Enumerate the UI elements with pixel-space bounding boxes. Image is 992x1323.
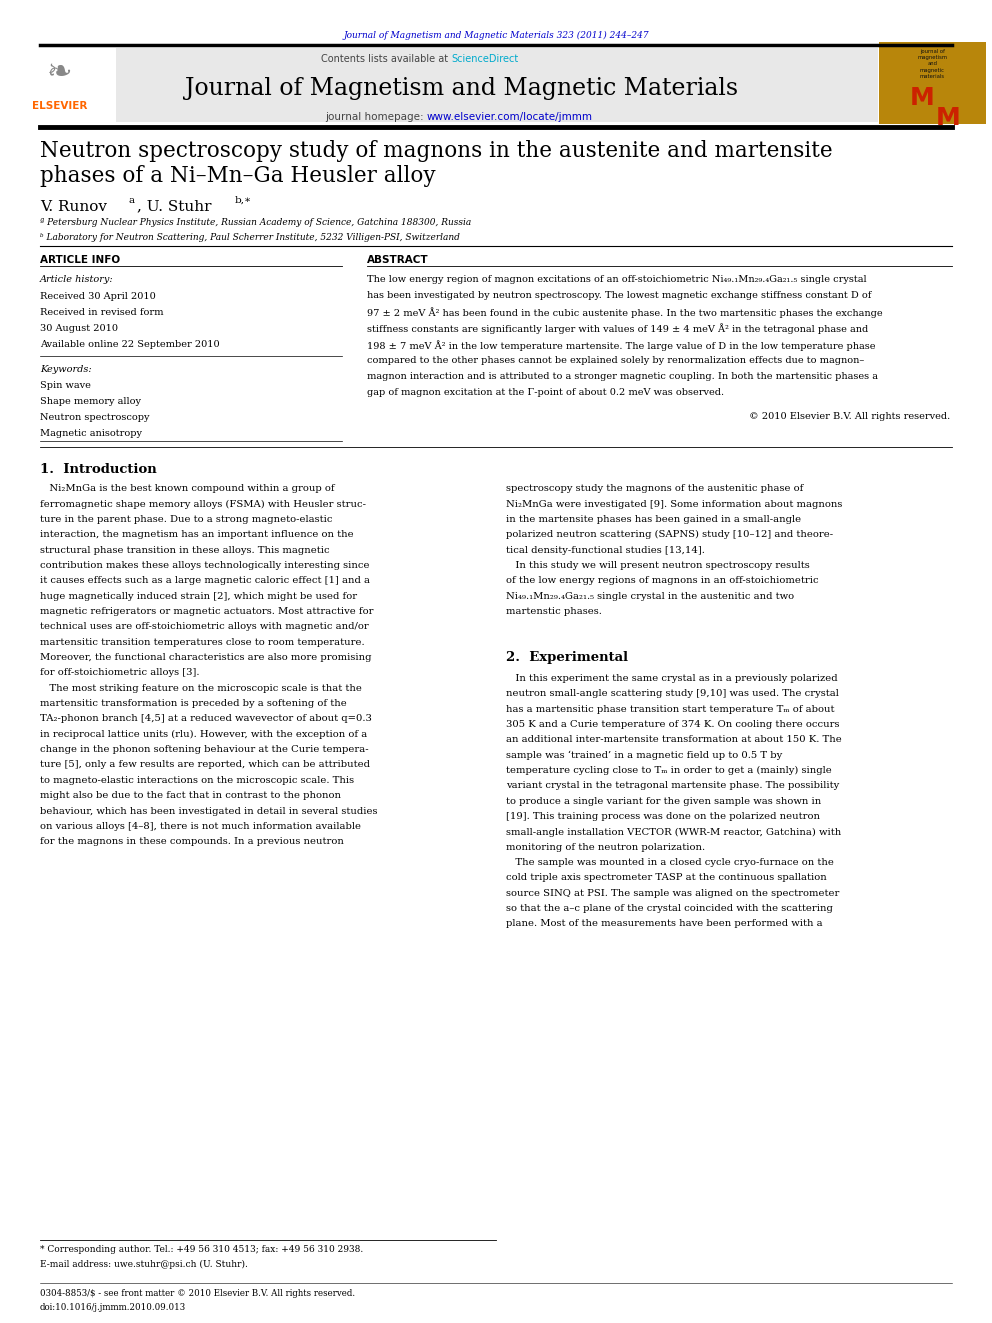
Text: Neutron spectroscopy study of magnons in the austenite and martensite: Neutron spectroscopy study of magnons in… [40, 140, 832, 163]
Text: phases of a Ni–Mn–Ga Heusler alloy: phases of a Ni–Mn–Ga Heusler alloy [40, 165, 435, 188]
Text: ABSTRACT: ABSTRACT [367, 255, 429, 266]
Text: it causes effects such as a large magnetic caloric effect [1] and a: it causes effects such as a large magnet… [40, 577, 370, 585]
Text: 97 ± 2 meV Å² has been found in the cubic austenite phase. In the two martensiti: 97 ± 2 meV Å² has been found in the cubi… [367, 307, 883, 319]
Text: martensitic transition temperatures close to room temperature.: martensitic transition temperatures clos… [40, 638, 364, 647]
Text: , U. Stuhr: , U. Stuhr [137, 200, 211, 214]
Text: 0304-8853/$ - see front matter © 2010 Elsevier B.V. All rights reserved.: 0304-8853/$ - see front matter © 2010 El… [40, 1289, 355, 1298]
Text: for off-stoichiometric alloys [3].: for off-stoichiometric alloys [3]. [40, 668, 199, 677]
Text: Neutron spectroscopy: Neutron spectroscopy [40, 413, 149, 422]
Text: ELSEVIER: ELSEVIER [32, 101, 87, 111]
Text: source SINQ at PSI. The sample was aligned on the spectrometer: source SINQ at PSI. The sample was align… [506, 889, 839, 898]
Text: Shape memory alloy: Shape memory alloy [40, 397, 141, 406]
Text: technical uses are off-stoichiometric alloys with magnetic and/or: technical uses are off-stoichiometric al… [40, 622, 368, 631]
Text: polarized neutron scattering (SAPNS) study [10–12] and theore-: polarized neutron scattering (SAPNS) stu… [506, 531, 833, 540]
Text: 1.  Introduction: 1. Introduction [40, 463, 157, 476]
Text: E-mail address: uwe.stuhr@psi.ch (U. Stuhr).: E-mail address: uwe.stuhr@psi.ch (U. Stu… [40, 1259, 248, 1269]
Text: neutron small-angle scattering study [9,10] was used. The crystal: neutron small-angle scattering study [9,… [506, 689, 839, 699]
Text: small-angle installation VECTOR (WWR-M reactor, Gatchina) with: small-angle installation VECTOR (WWR-M r… [506, 827, 841, 836]
Text: Moreover, the functional characteristics are also more promising: Moreover, the functional characteristics… [40, 654, 371, 662]
Text: journal of
magnetism
and
magnetic
materials: journal of magnetism and magnetic materi… [918, 49, 947, 79]
Text: interaction, the magnetism has an important influence on the: interaction, the magnetism has an import… [40, 531, 353, 540]
Text: tical density-functional studies [13,14].: tical density-functional studies [13,14]… [506, 545, 704, 554]
Text: change in the phonon softening behaviour at the Curie tempera-: change in the phonon softening behaviour… [40, 745, 368, 754]
Text: a: a [129, 196, 135, 205]
Text: magnetic refrigerators or magnetic actuators. Most attractive for: magnetic refrigerators or magnetic actua… [40, 607, 373, 617]
Text: Keywords:: Keywords: [40, 365, 91, 374]
FancyBboxPatch shape [5, 45, 116, 122]
Text: Received in revised form: Received in revised form [40, 308, 163, 318]
FancyBboxPatch shape [114, 48, 878, 122]
Text: cold triple axis spectrometer TASP at the continuous spallation: cold triple axis spectrometer TASP at th… [506, 873, 826, 882]
Text: martensitic transformation is preceded by a softening of the: martensitic transformation is preceded b… [40, 699, 346, 708]
Text: Spin wave: Spin wave [40, 381, 90, 390]
Text: b,∗: b,∗ [235, 196, 252, 205]
Text: ture [5], only a few results are reported, which can be attributed: ture [5], only a few results are reporte… [40, 761, 370, 770]
Text: The most striking feature on the microscopic scale is that the: The most striking feature on the microsc… [40, 684, 361, 693]
Text: ferromagnetic shape memory alloys (FSMA) with Heusler struc-: ferromagnetic shape memory alloys (FSMA)… [40, 500, 366, 508]
Text: 30 August 2010: 30 August 2010 [40, 324, 118, 333]
Text: gap of magnon excitation at the Γ-point of about 0.2 meV was observed.: gap of magnon excitation at the Γ-point … [367, 388, 724, 397]
Text: 2.  Experimental: 2. Experimental [506, 651, 628, 664]
FancyBboxPatch shape [879, 42, 986, 124]
Text: Contents lists available at: Contents lists available at [321, 54, 451, 65]
Text: Journal of Magnetism and Magnetic Materials 323 (2011) 244–247: Journal of Magnetism and Magnetic Materi… [343, 30, 649, 40]
Text: In this study we will present neutron spectroscopy results: In this study we will present neutron sp… [506, 561, 809, 570]
Text: M: M [936, 106, 960, 130]
Text: stiffness constants are significantly larger with values of 149 ± 4 meV Å² in th: stiffness constants are significantly la… [367, 324, 868, 335]
Text: Ni₂MnGa is the best known compound within a group of: Ni₂MnGa is the best known compound withi… [40, 484, 334, 493]
Text: has a martensitic phase transition start temperature Tₘ of about: has a martensitic phase transition start… [506, 705, 834, 713]
Text: Received 30 April 2010: Received 30 April 2010 [40, 292, 156, 302]
Text: might also be due to the fact that in contrast to the phonon: might also be due to the fact that in co… [40, 791, 340, 800]
Text: ª Petersburg Nuclear Physics Institute, Russian Academy of Science, Gatchina 188: ª Petersburg Nuclear Physics Institute, … [40, 218, 471, 228]
Text: plane. Most of the measurements have been performed with a: plane. Most of the measurements have bee… [506, 919, 822, 929]
Text: has been investigated by neutron spectroscopy. The lowest magnetic exchange stif: has been investigated by neutron spectro… [367, 291, 871, 300]
Text: The low energy region of magnon excitations of an off-stoichiometric Ni₄₉.₁Mn₂₉.: The low energy region of magnon excitati… [367, 275, 867, 284]
Text: Ni₂MnGa were investigated [9]. Some information about magnons: Ni₂MnGa were investigated [9]. Some info… [506, 500, 842, 508]
Text: ScienceDirect: ScienceDirect [451, 54, 519, 65]
Text: 198 ± 7 meV Å² in the low temperature martensite. The large value of D in the lo: 198 ± 7 meV Å² in the low temperature ma… [367, 340, 876, 351]
Text: an additional inter-martensite transformation at about 150 K. The: an additional inter-martensite transform… [506, 736, 841, 745]
Text: ❧: ❧ [47, 58, 72, 87]
Text: © 2010 Elsevier B.V. All rights reserved.: © 2010 Elsevier B.V. All rights reserved… [749, 413, 950, 421]
Text: Journal of Magnetism and Magnetic Materials: Journal of Magnetism and Magnetic Materi… [185, 77, 738, 99]
Text: huge magnetically induced strain [2], which might be used for: huge magnetically induced strain [2], wh… [40, 591, 357, 601]
Text: magnon interaction and is attributed to a stronger magnetic coupling. In both th: magnon interaction and is attributed to … [367, 372, 878, 381]
Text: V. Runov: V. Runov [40, 200, 107, 214]
Text: on various alloys [4–8], there is not much information available: on various alloys [4–8], there is not mu… [40, 822, 361, 831]
Text: journal homepage:: journal homepage: [324, 112, 427, 123]
Text: Ni₄₉.₁Mn₂₉.₄Ga₂₁.₅ single crystal in the austenitic and two: Ni₄₉.₁Mn₂₉.₄Ga₂₁.₅ single crystal in the… [506, 591, 794, 601]
Text: In this experiment the same crystal as in a previously polarized: In this experiment the same crystal as i… [506, 673, 837, 683]
Text: in the martensite phases has been gained in a small-angle: in the martensite phases has been gained… [506, 515, 802, 524]
Text: Magnetic anisotropy: Magnetic anisotropy [40, 429, 142, 438]
Text: so that the a–c plane of the crystal coincided with the scattering: so that the a–c plane of the crystal coi… [506, 904, 833, 913]
Text: M: M [911, 86, 934, 110]
Text: in reciprocal lattice units (rlu). However, with the exception of a: in reciprocal lattice units (rlu). Howev… [40, 730, 367, 738]
Text: of the low energy regions of magnons in an off-stoichiometric: of the low energy regions of magnons in … [506, 577, 818, 585]
Text: for the magnons in these compounds. In a previous neutron: for the magnons in these compounds. In a… [40, 837, 343, 847]
Text: spectroscopy study the magnons of the austenitic phase of: spectroscopy study the magnons of the au… [506, 484, 804, 493]
Text: ARTICLE INFO: ARTICLE INFO [40, 255, 120, 266]
Text: 305 K and a Curie temperature of 374 K. On cooling there occurs: 305 K and a Curie temperature of 374 K. … [506, 720, 839, 729]
Text: compared to the other phases cannot be explained solely by renormalization effec: compared to the other phases cannot be e… [367, 356, 864, 365]
Text: www.elsevier.com/locate/jmmm: www.elsevier.com/locate/jmmm [427, 112, 592, 123]
Text: monitoring of the neutron polarization.: monitoring of the neutron polarization. [506, 843, 705, 852]
Text: ᵇ Laboratory for Neutron Scattering, Paul Scherrer Institute, 5232 Villigen-PSI,: ᵇ Laboratory for Neutron Scattering, Pau… [40, 233, 459, 242]
Text: TA₂-phonon branch [4,5] at a reduced wavevector of about q=0.3: TA₂-phonon branch [4,5] at a reduced wav… [40, 714, 372, 724]
Text: ture in the parent phase. Due to a strong magneto-elastic: ture in the parent phase. Due to a stron… [40, 515, 332, 524]
Text: behaviour, which has been investigated in detail in several studies: behaviour, which has been investigated i… [40, 807, 377, 815]
Text: Available online 22 September 2010: Available online 22 September 2010 [40, 340, 219, 349]
Text: to produce a single variant for the given sample was shown in: to produce a single variant for the give… [506, 796, 821, 806]
Text: sample was ‘trained’ in a magnetic field up to 0.5 T by: sample was ‘trained’ in a magnetic field… [506, 750, 782, 759]
Text: variant crystal in the tetragonal martensite phase. The possibility: variant crystal in the tetragonal marten… [506, 782, 839, 790]
Text: The sample was mounted in a closed cycle cryo-furnace on the: The sample was mounted in a closed cycle… [506, 859, 834, 867]
Text: [19]. This training process was done on the polarized neutron: [19]. This training process was done on … [506, 812, 820, 822]
Text: Article history:: Article history: [40, 275, 113, 284]
Text: to magneto-elastic interactions on the microscopic scale. This: to magneto-elastic interactions on the m… [40, 775, 354, 785]
Text: structural phase transition in these alloys. This magnetic: structural phase transition in these all… [40, 545, 329, 554]
Text: doi:10.1016/j.jmmm.2010.09.013: doi:10.1016/j.jmmm.2010.09.013 [40, 1303, 186, 1312]
Text: contribution makes these alloys technologically interesting since: contribution makes these alloys technolo… [40, 561, 369, 570]
Text: martenstic phases.: martenstic phases. [506, 607, 602, 617]
Text: * Corresponding author. Tel.: +49 56 310 4513; fax: +49 56 310 2938.: * Corresponding author. Tel.: +49 56 310… [40, 1245, 363, 1254]
Text: temperature cycling close to Tₘ in order to get a (mainly) single: temperature cycling close to Tₘ in order… [506, 766, 831, 775]
